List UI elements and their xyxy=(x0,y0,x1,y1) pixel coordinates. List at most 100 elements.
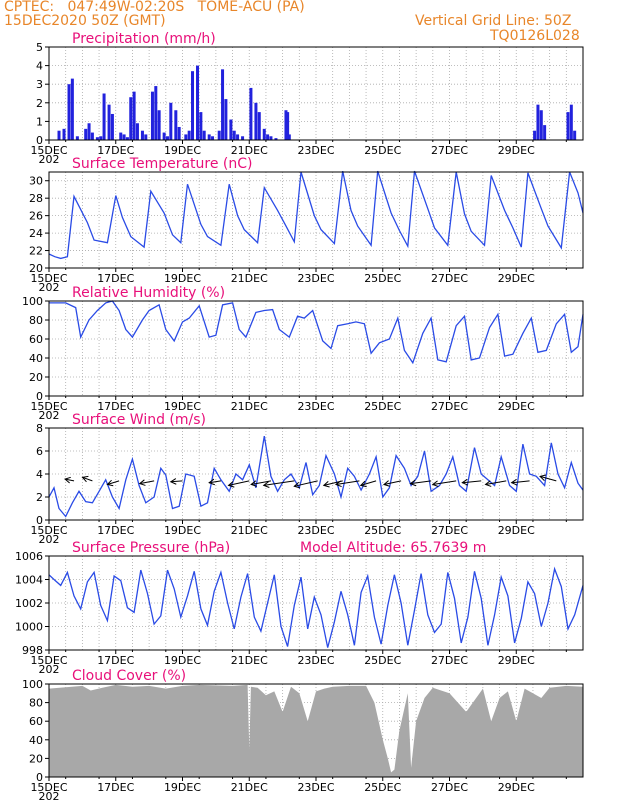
y-tick-label: 22 xyxy=(29,245,43,258)
y-tick-label: 100 xyxy=(22,678,43,691)
precip-bar xyxy=(286,112,290,140)
wind-arrow xyxy=(511,480,530,484)
y-tick-label: 2 xyxy=(36,97,43,110)
y-tick-label: 1002 xyxy=(15,597,43,610)
y-tick-label: 1000 xyxy=(15,621,43,634)
precip-bar xyxy=(566,112,570,140)
y-tick-label: 998 xyxy=(22,644,43,657)
x-tick-label: 15DEC xyxy=(30,144,67,157)
precip-bar xyxy=(262,128,266,140)
panel-title: Cloud Cover (%) xyxy=(72,668,186,684)
panel-rh: 0 20 40 60 80 100 15DEC 17DEC 19DEC 21DEC 23DEC 25D… xyxy=(22,285,584,422)
wind-arrow xyxy=(139,480,155,485)
x-tick-label: 21DEC xyxy=(231,781,268,794)
precip-bar xyxy=(196,65,200,140)
x-tick-label: 23DEC xyxy=(297,272,334,285)
wind-arrow-head xyxy=(461,478,469,486)
precip-bar xyxy=(132,91,136,140)
x-tick-label: 29DEC xyxy=(498,654,535,667)
wind-arrow-head xyxy=(64,476,71,484)
x-tick-label: 15DEC xyxy=(30,272,67,285)
wind-arrow-head xyxy=(227,481,235,488)
wind-arrow-head xyxy=(208,478,215,486)
model-code: TQ0126L028 xyxy=(490,28,580,44)
wind-arrow xyxy=(485,480,507,485)
wind-arrow xyxy=(228,480,250,486)
wind-arrow xyxy=(432,480,457,485)
y-tick-label: 0 xyxy=(36,134,43,147)
x-tick-label: 29DEC xyxy=(498,524,535,537)
x-tick-label: 27DEC xyxy=(431,524,468,537)
x-tick-label: 29DEC xyxy=(498,272,535,285)
x-tick-label: 27DEC xyxy=(431,144,468,157)
precip-bar xyxy=(57,130,61,140)
y-tick-label: 1004 xyxy=(15,574,43,587)
x-tick-label: 25DEC xyxy=(364,144,401,157)
y-tick-label: 26 xyxy=(29,210,43,223)
grid-line-note: Vertical Grid Line: 50Z xyxy=(415,13,572,29)
precip-bar xyxy=(125,137,129,140)
precip-bar xyxy=(533,130,537,140)
wind-arrow-head xyxy=(334,480,342,488)
panel-frame xyxy=(48,46,584,141)
x-tick-label: 17DEC xyxy=(97,272,134,285)
precip-bar xyxy=(199,112,203,140)
y-tick-label: 5 xyxy=(36,41,43,54)
x-tick-label: 29DEC xyxy=(498,400,535,413)
wind-arrow xyxy=(263,480,295,486)
precip-bar xyxy=(107,104,111,140)
x-tick-label: 29DEC xyxy=(498,144,535,157)
panel-title: Surface Temperature (nC) xyxy=(72,156,253,172)
panel-temp: 20 22 24 26 28 30 15DEC 17DEC 19DEC 21DEC 23DEC 25D… xyxy=(29,156,584,294)
precip-bar xyxy=(241,136,245,140)
y-tick-label: 100 xyxy=(22,295,43,308)
wind-arrow-head xyxy=(106,479,114,487)
precip-bar xyxy=(62,128,66,140)
precip-bar xyxy=(254,102,258,140)
precip-bar xyxy=(119,132,123,140)
precip-bar xyxy=(99,136,103,140)
precip-bar xyxy=(102,93,106,140)
x-tick-label: 25DEC xyxy=(364,272,401,285)
x-tick-label: 17DEC xyxy=(97,781,134,794)
x-tick-label: 17DEC xyxy=(97,654,134,667)
x-tick-label: 27DEC xyxy=(431,654,468,667)
y-tick-label: 20 xyxy=(29,262,43,275)
x-tick-label: 19DEC xyxy=(164,400,201,413)
wind-arrow xyxy=(82,476,93,482)
y-tick-label: 20 xyxy=(29,371,43,384)
y-tick-label: 1006 xyxy=(15,550,43,563)
x-year-label: 202 xyxy=(39,533,60,546)
precip-bar xyxy=(87,123,91,140)
precip-bar xyxy=(122,134,126,140)
precip-bar xyxy=(543,125,547,140)
y-tick-label: 3 xyxy=(36,78,43,91)
y-tick-label: 28 xyxy=(29,192,43,205)
wind-arrow xyxy=(383,480,402,485)
wind-arrow xyxy=(410,480,432,485)
wind-arrow xyxy=(335,480,360,485)
precip-bar xyxy=(90,132,94,140)
precip-bar xyxy=(150,91,154,140)
precip-bar xyxy=(187,130,191,140)
x-tick-label: 25DEC xyxy=(364,781,401,794)
x-tick-label: 23DEC xyxy=(297,524,334,537)
panel-wind: 0 2 4 6 8 15DEC 17DEC 19DEC 21DEC 23DEC 25DEC 27DEC… xyxy=(30,412,584,546)
station-header: CPTEC: 047:49W-02:20S TOME-ACU (PA) xyxy=(4,0,305,15)
x-tick-label: 29DEC xyxy=(498,781,535,794)
wind-arrow xyxy=(539,475,557,482)
x-tick-label: 25DEC xyxy=(364,400,401,413)
precip-bar xyxy=(184,134,188,140)
panel-title: Relative Humidity (%) xyxy=(72,285,225,301)
y-tick-label: 8 xyxy=(36,422,43,435)
y-tick-label: 0 xyxy=(36,390,43,403)
x-year-label: 202 xyxy=(39,281,60,294)
precip-bar xyxy=(110,113,114,140)
x-tick-label: 21DEC xyxy=(231,524,268,537)
wind-arrow xyxy=(294,480,318,487)
wind-arrow xyxy=(360,480,377,486)
x-tick-label: 17DEC xyxy=(97,400,134,413)
precip-bar xyxy=(70,78,74,140)
wind-arrow-head xyxy=(431,480,439,488)
